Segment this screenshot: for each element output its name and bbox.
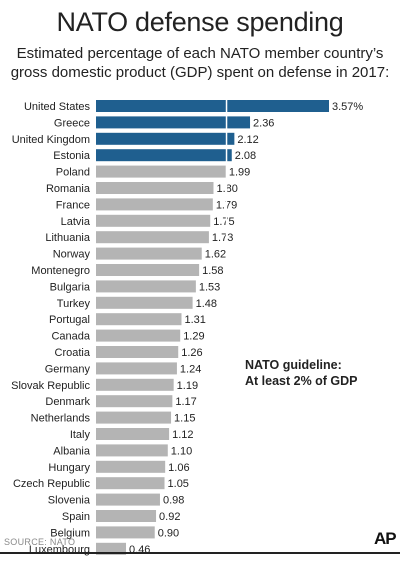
category-label-slovak-republic: Slovak Republic: [11, 380, 90, 392]
category-label-united-kingdom: United Kingdom: [12, 134, 90, 146]
bar-slovenia: [96, 493, 160, 506]
category-label-latvia: Latvia: [61, 216, 91, 228]
bar-montenegro: [96, 264, 200, 276]
bar-turkey: [96, 296, 193, 309]
category-label-estonia: Estonia: [53, 150, 91, 162]
value-label-greece: 2.36: [253, 117, 274, 129]
value-label-germany: 1.24: [180, 363, 201, 375]
category-label-greece: Greece: [54, 117, 90, 129]
bar-poland: [96, 165, 226, 178]
category-label-hungary: Hungary: [48, 462, 90, 474]
bar-albania: [96, 444, 168, 457]
bar-romania: [96, 182, 214, 194]
category-label-croatia: Croatia: [55, 347, 91, 359]
category-label-belgium: Belgium: [50, 527, 90, 539]
bar-portugal: [96, 313, 182, 326]
value-label-latvia: 1.75: [213, 216, 234, 228]
bar-united-states: [96, 100, 329, 112]
category-label-canada: Canada: [51, 331, 90, 343]
category-label-norway: Norway: [53, 249, 91, 261]
category-label-albania: Albania: [53, 445, 91, 457]
value-label-croatia: 1.26: [181, 347, 202, 359]
bar-latvia: [96, 214, 211, 227]
bar-czech-republic: [96, 477, 165, 490]
category-label-slovenia: Slovenia: [48, 495, 91, 507]
value-label-lithuania: 1.73: [212, 232, 233, 244]
category-label-lithuania: Lithuania: [45, 232, 91, 244]
value-label-italy: 1.12: [172, 429, 193, 441]
value-label-canada: 1.29: [183, 331, 204, 343]
chart-subtitle: Estimated percentage of each NATO member…: [10, 45, 390, 81]
guideline-annotation-line1: NATO guideline:: [245, 358, 342, 372]
value-label-turkey: 1.48: [196, 298, 217, 310]
category-label-germany: Germany: [45, 363, 91, 375]
value-label-slovenia: 0.98: [163, 495, 184, 507]
bar-estonia: [96, 149, 232, 162]
value-label-portugal: 1.31: [184, 314, 205, 326]
bar-belgium: [96, 526, 155, 539]
category-label-spain: Spain: [62, 511, 90, 523]
value-label-czech-republic: 1.05: [168, 478, 189, 490]
bar-netherlands: [96, 411, 172, 424]
guideline-annotation: NATO guideline: At least 2% of GDP: [245, 357, 358, 389]
category-label-portugal: Portugal: [49, 314, 90, 326]
bar-denmark: [96, 395, 173, 408]
category-label-bulgaria: Bulgaria: [50, 281, 91, 293]
bar-canada: [96, 329, 181, 342]
bar-united-kingdom: [96, 132, 235, 145]
value-label-hungary: 1.06: [168, 462, 189, 474]
value-label-poland: 1.99: [229, 167, 250, 179]
source-note: SOURCE: NATO: [4, 537, 76, 547]
value-label-united-states: 3.57%: [332, 101, 363, 113]
bar-croatia: [96, 346, 179, 358]
category-label-turkey: Turkey: [57, 298, 91, 310]
bar-hungary: [96, 460, 166, 473]
bar-italy: [96, 428, 170, 440]
chart-title: NATO defense spending: [56, 7, 344, 37]
category-label-romania: Romania: [46, 183, 91, 195]
bar-bulgaria: [96, 280, 196, 293]
value-label-luxembourg: 0.46: [129, 544, 150, 556]
value-label-montenegro: 1.58: [202, 265, 223, 277]
value-label-spain: 0.92: [159, 511, 180, 523]
bar-norway: [96, 247, 202, 260]
bar-france: [96, 198, 213, 211]
bar-greece: [96, 116, 251, 129]
bar-spain: [96, 510, 157, 522]
bar-germany: [96, 362, 177, 375]
guideline-annotation-line2: At least 2% of GDP: [245, 374, 358, 388]
bottom-rule: [0, 552, 400, 554]
category-label-united-states: United States: [24, 101, 91, 113]
value-label-netherlands: 1.15: [174, 413, 195, 425]
category-label-netherlands: Netherlands: [31, 413, 91, 425]
value-label-united-kingdom: 2.12: [237, 134, 258, 146]
value-label-albania: 1.10: [171, 445, 192, 457]
value-label-denmark: 1.17: [175, 396, 196, 408]
bar-slovak-republic: [96, 378, 174, 391]
ap-logo: AP: [374, 529, 397, 548]
bar-lithuania: [96, 231, 209, 244]
category-label-poland: Poland: [56, 167, 90, 179]
value-label-belgium: 0.90: [158, 527, 179, 539]
category-label-italy: Italy: [70, 429, 91, 441]
category-label-czech-republic: Czech Republic: [13, 478, 91, 490]
category-label-montenegro: Montenegro: [31, 265, 90, 277]
bar-luxembourg: [96, 542, 127, 555]
category-label-france: France: [56, 199, 90, 211]
value-label-estonia: 2.08: [235, 150, 256, 162]
value-label-bulgaria: 1.53: [199, 281, 220, 293]
value-label-slovak-republic: 1.19: [177, 380, 198, 392]
category-label-denmark: Denmark: [45, 396, 90, 408]
value-label-norway: 1.62: [205, 249, 226, 261]
